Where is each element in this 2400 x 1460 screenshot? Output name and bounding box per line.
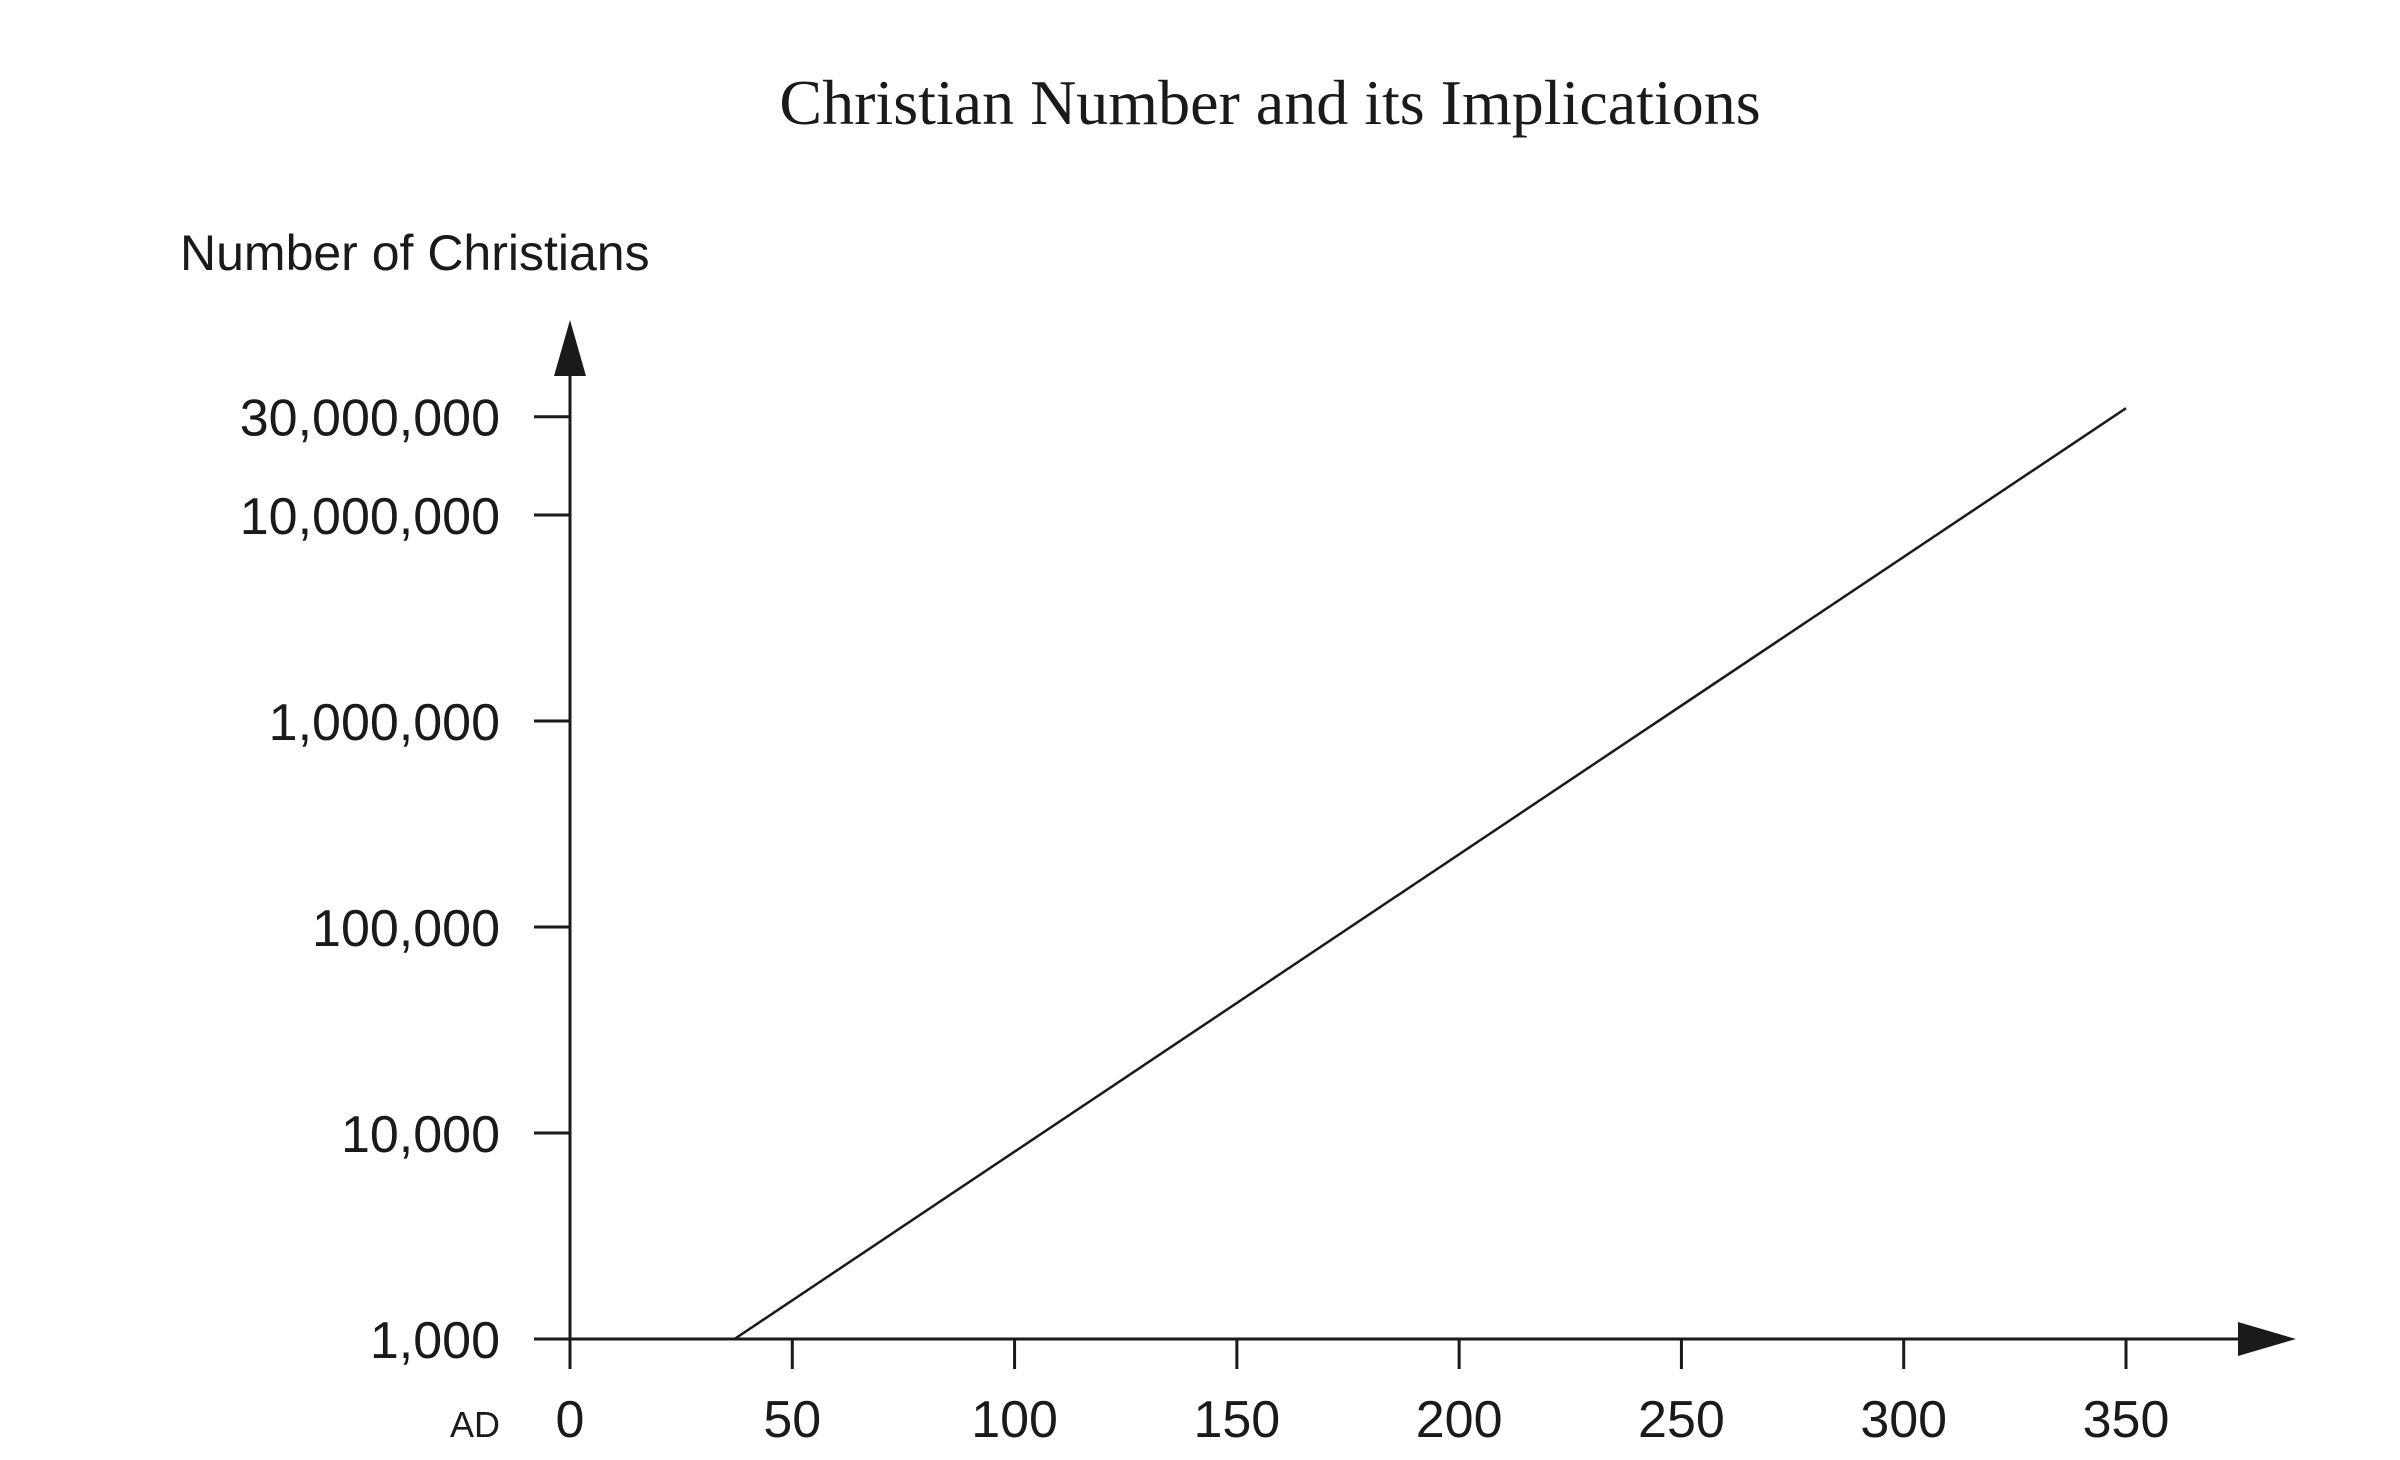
x-tick-label: 300 xyxy=(1860,1391,1947,1449)
x-tick-label: 50 xyxy=(763,1391,821,1449)
y-axis-label: Number of Christians xyxy=(180,225,650,281)
series-group xyxy=(733,407,2127,1341)
y-tick-label: 10,000 xyxy=(341,1106,500,1164)
x-tick-label: 150 xyxy=(1193,1391,1280,1449)
series-line xyxy=(733,407,2127,1341)
y-tick-label: 10,000,000 xyxy=(240,488,500,546)
x-tick-label: 200 xyxy=(1416,1391,1503,1449)
x-axis-ticks: 0 50 100 150 200 250 300 350 xyxy=(556,1339,2170,1449)
y-axis-ticks: 1,000 10,000 100,000 1,000,000 10,000,000 30,… xyxy=(240,390,570,1370)
y-axis-arrow-icon xyxy=(554,320,586,376)
y-tick-label: 30,000,000 xyxy=(240,390,500,448)
chart-title: Christian Number and its Implications xyxy=(779,67,1760,138)
x-tick-label: 350 xyxy=(2083,1391,2170,1449)
x-tick-label: 250 xyxy=(1638,1391,1725,1449)
x-axis-arrow-icon xyxy=(2238,1322,2296,1356)
y-tick-label: 1,000,000 xyxy=(269,694,500,752)
x-tick-label: 100 xyxy=(971,1391,1058,1449)
y-tick-label: 1,000 xyxy=(370,1312,500,1370)
y-tick-label: 100,000 xyxy=(312,900,500,958)
x-tick-label: 0 xyxy=(556,1391,585,1449)
x-axis-era-label: AD xyxy=(450,1404,500,1445)
